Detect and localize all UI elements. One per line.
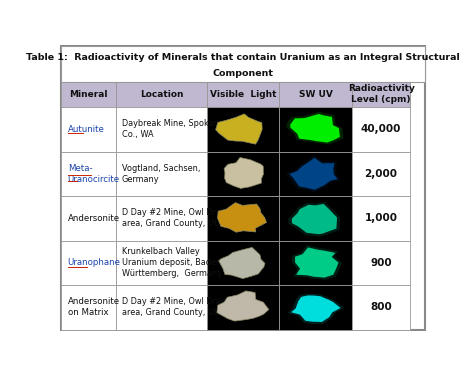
Text: 2,000: 2,000 [365, 169, 398, 179]
Polygon shape [216, 114, 262, 144]
Bar [207, 196, 279, 241]
Bar [116, 241, 207, 285]
Bar [61, 196, 116, 241]
Polygon shape [292, 245, 342, 280]
Bar [352, 285, 410, 330]
Bar [207, 107, 279, 151]
Polygon shape [290, 158, 337, 190]
Bar [116, 196, 207, 241]
Text: D Day #2 Mine, Owl Draw
area, Grand County, Utah: D Day #2 Mine, Owl Draw area, Grand Coun… [122, 297, 227, 317]
Polygon shape [219, 247, 265, 279]
Text: Uranophane: Uranophane [68, 259, 121, 267]
Bar [61, 81, 116, 107]
Bar [352, 81, 410, 107]
Bar [61, 241, 116, 285]
Text: Andersonite: Andersonite [68, 214, 120, 223]
Text: Vogtland, Sachsen,
Germany: Vogtland, Sachsen, Germany [122, 164, 201, 184]
Bar [279, 81, 352, 107]
Bar [116, 107, 207, 151]
Bar [279, 285, 352, 330]
Bar [116, 151, 207, 196]
Polygon shape [288, 202, 340, 237]
Polygon shape [218, 203, 266, 232]
Bar [207, 285, 279, 330]
Text: D Day #2 Mine, Owl Draw
area, Grand County, Utah: D Day #2 Mine, Owl Draw area, Grand Coun… [122, 208, 227, 228]
Polygon shape [224, 157, 264, 188]
Polygon shape [286, 155, 341, 192]
Bar [61, 285, 116, 330]
Text: 40,000: 40,000 [361, 124, 401, 134]
Text: Daybreak Mine, Spokane
Co., WA: Daybreak Mine, Spokane Co., WA [122, 119, 224, 140]
Bar [61, 46, 425, 81]
Text: Visible  Light: Visible Light [210, 90, 276, 99]
Text: Mineral: Mineral [70, 90, 108, 99]
Text: Meta-
Uranocircite: Meta- Uranocircite [68, 164, 120, 184]
Polygon shape [292, 204, 337, 234]
Text: 900: 900 [370, 258, 392, 268]
Text: SW UV: SW UV [299, 90, 333, 99]
Text: Radioactivity
Level (cpm): Radioactivity Level (cpm) [348, 84, 415, 104]
Bar [116, 81, 207, 107]
Polygon shape [290, 114, 340, 142]
Polygon shape [217, 291, 269, 321]
Bar [61, 107, 116, 151]
Polygon shape [291, 295, 340, 322]
Text: 800: 800 [370, 302, 392, 312]
Text: Location: Location [140, 90, 183, 99]
Text: 1,000: 1,000 [365, 214, 398, 223]
Bar [279, 196, 352, 241]
Text: Krunkelbach Valley
Uranium deposit, Baden-
Württemberg,  Germany: Krunkelbach Valley Uranium deposit, Bade… [122, 247, 224, 279]
Bar [352, 107, 410, 151]
Bar [279, 107, 352, 151]
Bar [279, 151, 352, 196]
Text: Autunite: Autunite [68, 125, 105, 134]
Bar [207, 151, 279, 196]
Bar [116, 285, 207, 330]
Text: Table 1:  Radioactivity of Minerals that contain Uranium as an Integral Structur: Table 1: Radioactivity of Minerals that … [26, 53, 460, 62]
Bar [352, 151, 410, 196]
Text: Component: Component [212, 69, 273, 78]
Text: Andersonite
on Matrix: Andersonite on Matrix [68, 297, 120, 317]
Bar [279, 241, 352, 285]
Polygon shape [287, 294, 344, 324]
Polygon shape [286, 112, 344, 145]
Bar [352, 241, 410, 285]
Bar [352, 196, 410, 241]
Polygon shape [295, 247, 338, 278]
Bar [207, 241, 279, 285]
Bar [61, 151, 116, 196]
Bar [207, 81, 279, 107]
